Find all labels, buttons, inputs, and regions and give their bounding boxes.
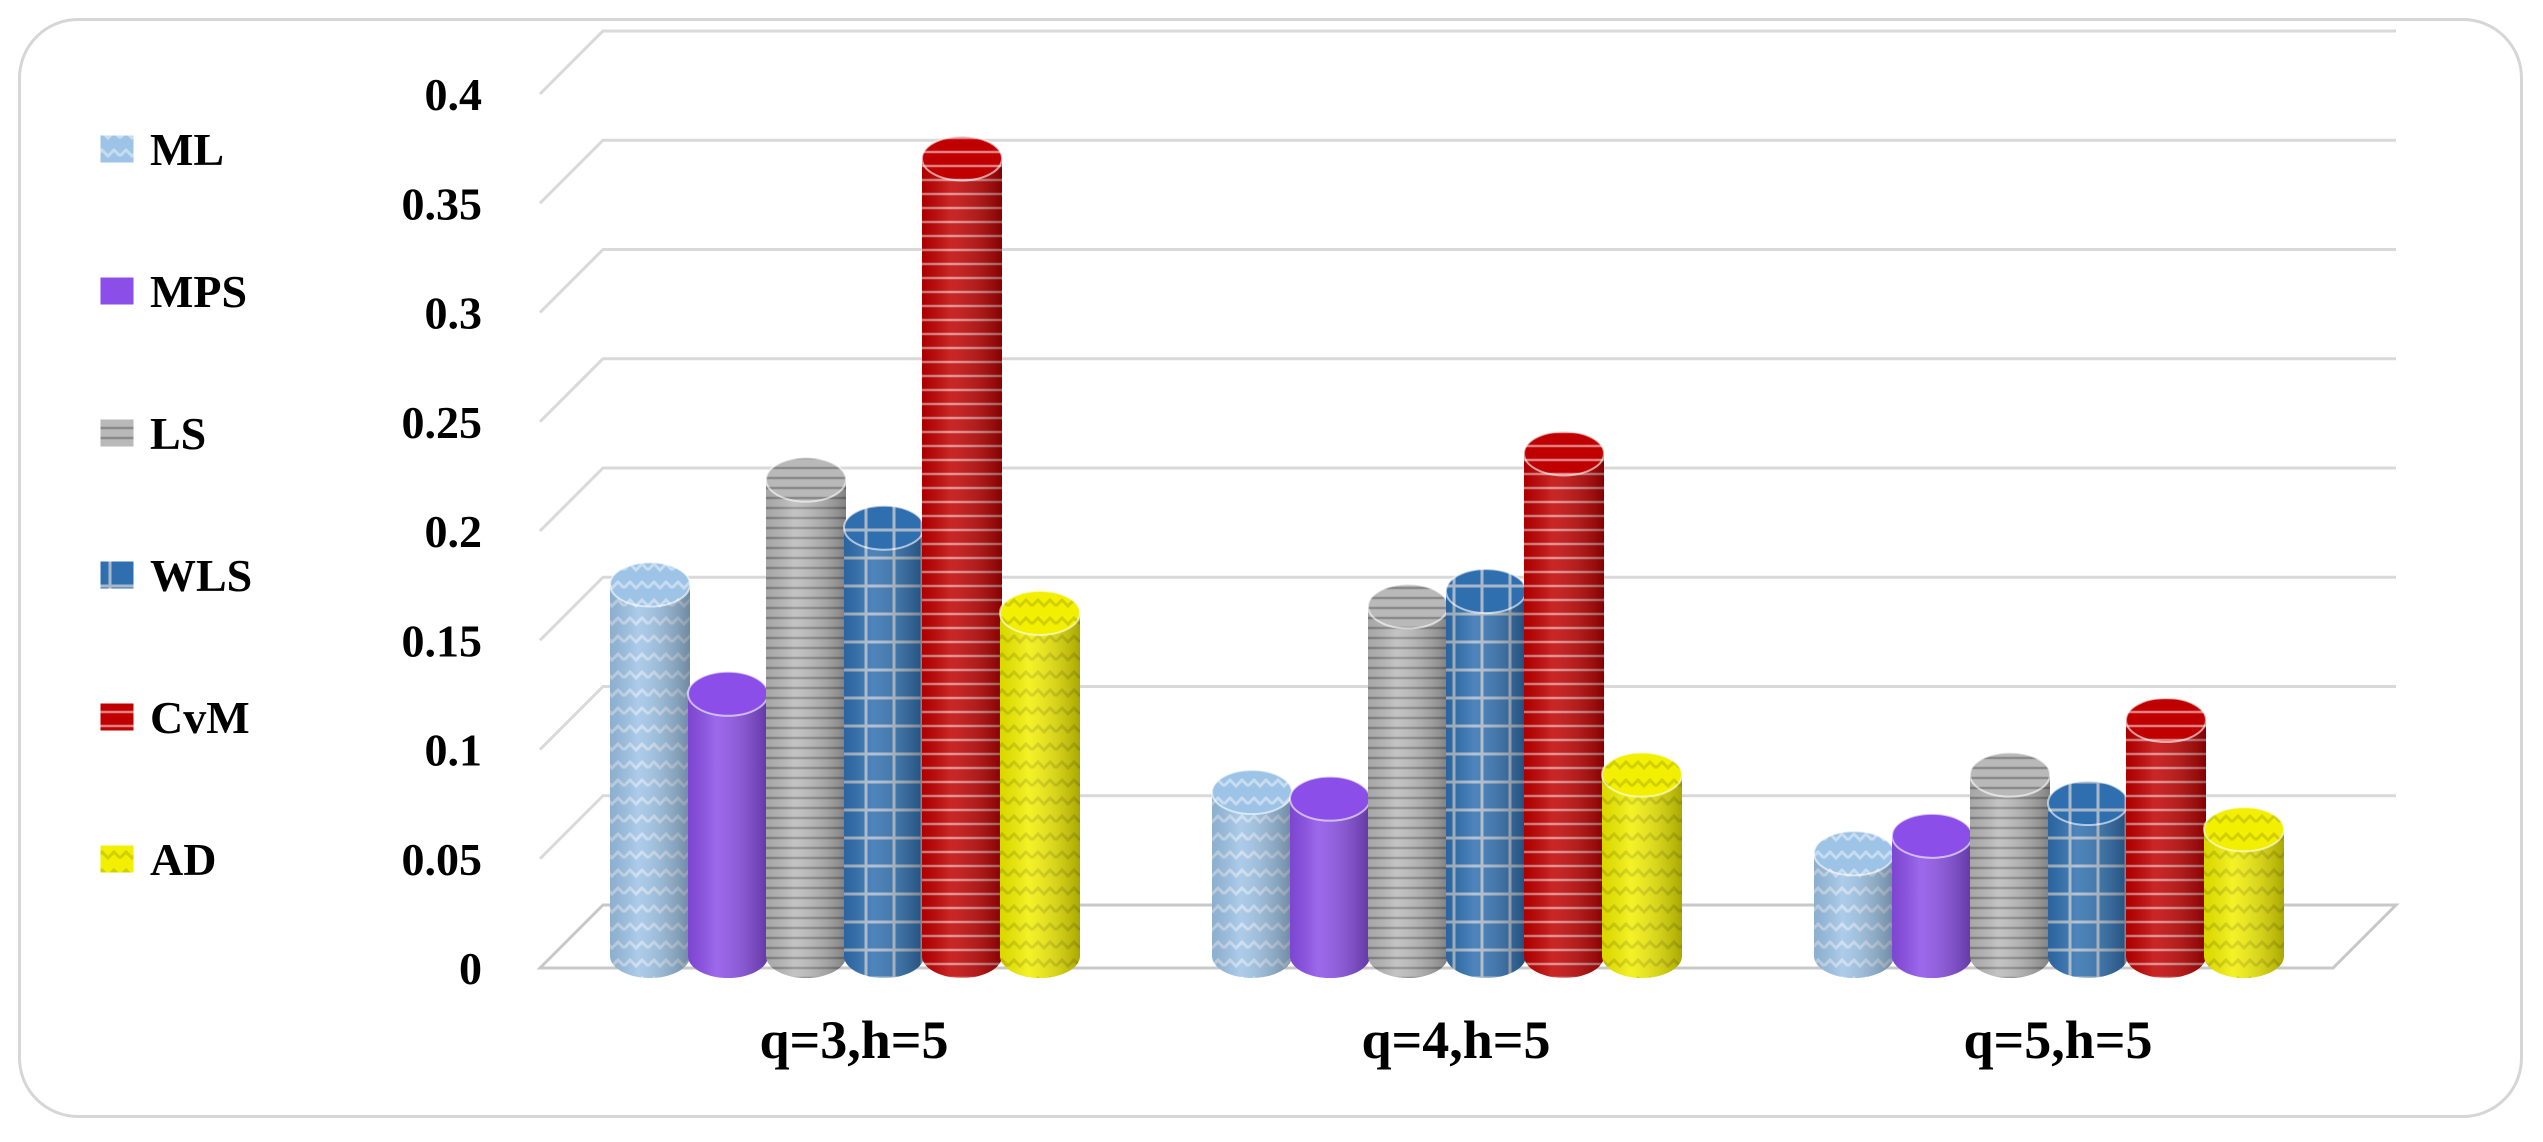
legend-label: MPS [150,266,247,317]
legend-item-LS: LS [99,408,206,459]
legend-item-MPS: MPS [99,266,247,317]
bar-LS-2 [1367,583,1449,978]
gridline [538,248,2396,314]
bar-MPS-2 [1289,775,1371,978]
bar-WLS-2 [1445,568,1527,978]
gridline [538,685,2396,751]
legend-label: AD [150,834,216,885]
bar-AD-2 [1601,751,1683,978]
legend-label: CvM [150,692,250,743]
legend-swatch [99,418,135,448]
y-tick-label: 0.1 [425,725,483,776]
bar-MPS-1 [687,670,769,978]
legend-item-CvM: CvM [99,692,250,743]
bar-AD-1 [999,589,1081,978]
bar-LS-1 [765,456,847,978]
legend-item-ML: ML [99,124,224,175]
bar-WLS-3 [2047,780,2129,978]
y-tick-label: 0.25 [402,397,483,448]
bar-CvM-2 [1523,430,1605,978]
x-category-label: q=5,h=5 [1963,1010,2152,1070]
gridline [538,575,2396,642]
gridline [538,466,2396,533]
legend: ML MPS LS WLS CvM AD [99,124,252,885]
y-tick-label: 0.4 [425,69,483,120]
y-tick-label: 0.2 [425,506,483,557]
legend-swatch [99,844,135,874]
x-category-label: q=3,h=5 [759,1010,948,1070]
y-tick-label: 0 [459,943,482,994]
legend-item-AD: AD [99,834,216,885]
gridline [538,357,2396,423]
legend-label: WLS [150,550,252,601]
bar-LS-3 [1969,751,2051,978]
chart-floor [536,903,2400,970]
bar-ML-1 [609,561,691,978]
bar-CvM-1 [921,135,1003,979]
y-tick-label: 0.15 [402,615,483,666]
gridlines [538,29,2396,860]
legend-swatch [99,560,135,590]
legend-swatch [99,702,135,732]
bar-ML-2 [1211,769,1293,978]
bars [609,135,2285,979]
bar-ML-3 [1813,830,1895,978]
legend-label: LS [150,408,206,459]
bar-AD-3 [2203,806,2285,978]
legend-item-WLS: WLS [99,550,252,601]
bar-MPS-3 [1891,812,1973,978]
y-axis-ticks: 0 0.05 0.1 0.15 0.2 0.25 0.3 0.35 0.4 [402,69,483,994]
x-category-label: q=4,h=5 [1361,1010,1550,1070]
bar-CvM-3 [2125,697,2207,978]
floor-outline [536,903,2400,970]
legend-swatch [99,276,135,306]
bar-WLS-1 [843,504,925,978]
legend-label: ML [150,124,224,175]
gridline [538,29,2396,96]
gridline [538,794,2396,860]
x-axis-categories: q=3,h=5 q=4,h=5 q=5,h=5 [759,1010,2152,1070]
y-tick-label: 0.35 [402,178,483,229]
y-tick-label: 0.3 [425,288,483,339]
gridline [538,138,2396,205]
legend-swatch [99,134,135,164]
y-tick-label: 0.05 [402,834,483,885]
